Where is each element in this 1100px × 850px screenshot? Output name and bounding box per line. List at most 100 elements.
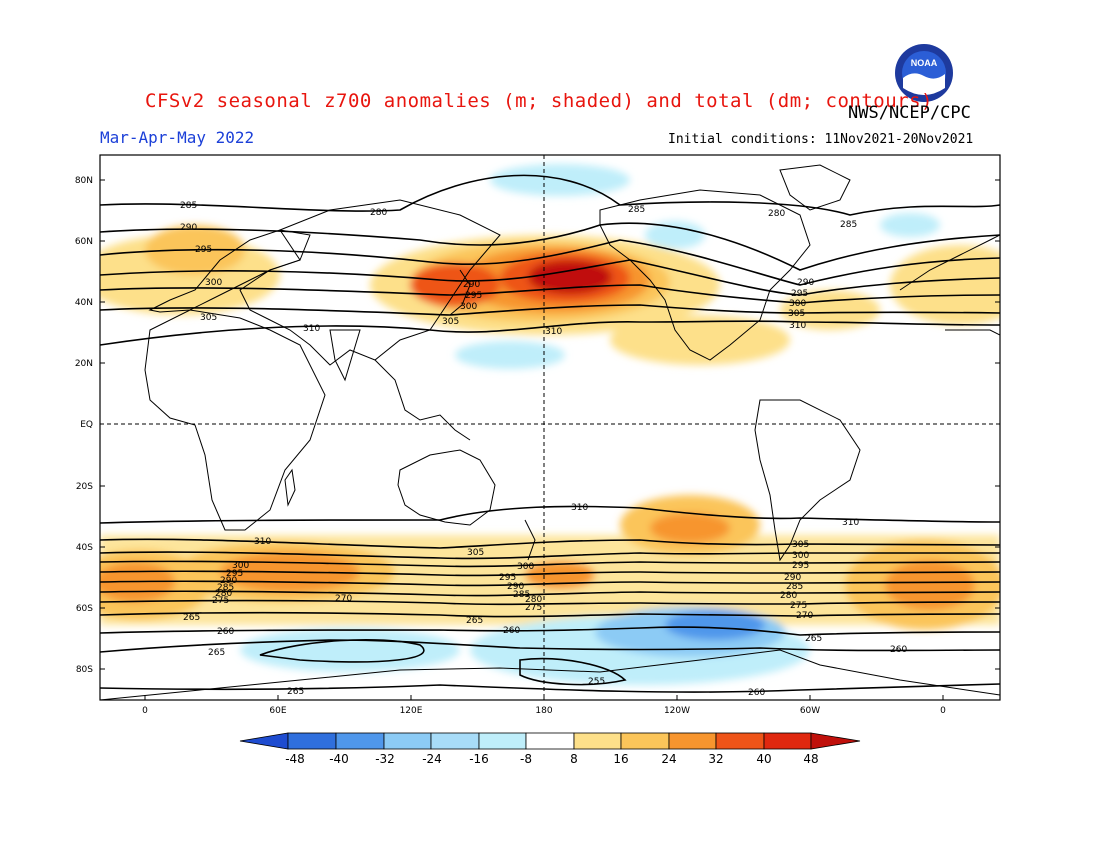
contour-label: 295 bbox=[792, 561, 809, 571]
agency-label: NWS/NCEP/CPC bbox=[848, 103, 971, 123]
contour-label: 260 bbox=[503, 626, 520, 636]
lat-tick-label: 60N bbox=[75, 237, 93, 247]
colorbar-swatch bbox=[430, 732, 480, 750]
lon-tick-label: 60W bbox=[800, 706, 820, 716]
contour-sh bbox=[100, 560, 1000, 568]
lat-tick-label: EQ bbox=[80, 420, 93, 430]
contour-label: 295 bbox=[791, 289, 808, 299]
contour-labels: 285 280 290 295 300 305 310 290 295 300 … bbox=[180, 201, 907, 698]
contour-nh bbox=[100, 239, 1000, 286]
lat-tick-label: 80S bbox=[76, 665, 93, 675]
anomaly-amundsen-core bbox=[665, 610, 765, 640]
contour-label: 265 bbox=[183, 613, 200, 623]
contour-label: 310 bbox=[842, 518, 859, 528]
lat-tick-label: 60S bbox=[76, 604, 93, 614]
coastline-southeast-asia bbox=[374, 359, 471, 441]
coastline-africa-east bbox=[945, 329, 1000, 336]
contour-label: 285 bbox=[786, 582, 803, 592]
contour-label: 305 bbox=[788, 309, 805, 319]
coastline-south-america bbox=[754, 399, 861, 562]
contour-label: 280 bbox=[780, 591, 797, 601]
contour-label: 280 bbox=[370, 208, 387, 218]
contour-nh bbox=[100, 320, 1000, 346]
lon-tick-label: 120W bbox=[664, 706, 690, 716]
contour-nh bbox=[100, 284, 1000, 304]
contour-label: 310 bbox=[254, 537, 271, 547]
lat-tick-label: 80N bbox=[75, 176, 93, 186]
coastline-africa bbox=[144, 309, 326, 531]
contour-label: 290 bbox=[797, 278, 814, 288]
coastline-greenland bbox=[779, 164, 851, 211]
contour-label: 305 bbox=[442, 317, 459, 327]
contour-label: 275 bbox=[525, 603, 542, 613]
colorbar-tick-label: -32 bbox=[375, 752, 395, 766]
contour-label: 265 bbox=[466, 616, 483, 626]
contour-label: 295 bbox=[465, 291, 482, 301]
lat-tick-label: 20N bbox=[75, 359, 93, 369]
anomaly-south-pacific bbox=[650, 513, 730, 543]
colorbar-tick-label: 32 bbox=[708, 752, 723, 766]
contour-label: 310 bbox=[545, 327, 562, 337]
coastline-india bbox=[329, 329, 361, 382]
contour-label: 265 bbox=[208, 648, 225, 658]
colorbar-swatch bbox=[383, 732, 432, 750]
colorbar-swatch bbox=[715, 732, 765, 750]
contour-polar bbox=[100, 683, 1000, 693]
colorbar-swatch bbox=[525, 732, 575, 750]
contour-nh bbox=[100, 259, 1000, 296]
longitude-axis: 0 60E 120E 180 120W 60W 0 bbox=[142, 695, 946, 716]
contour-label: 310 bbox=[571, 503, 588, 513]
contour-label: 295 bbox=[195, 245, 212, 255]
lon-tick-label: 60E bbox=[269, 706, 286, 716]
contour-sh bbox=[100, 580, 1000, 587]
coastline-antarctica bbox=[100, 649, 1000, 700]
contour-sh bbox=[100, 639, 1000, 653]
contour-label: 285 bbox=[217, 583, 234, 593]
initial-conditions-label: Initial conditions: 11Nov2021-20Nov2021 bbox=[668, 132, 974, 147]
colorbar-swatch bbox=[668, 732, 717, 750]
lon-tick-label: 180 bbox=[535, 706, 552, 716]
contour-sh bbox=[100, 599, 1000, 606]
noaa-logo-text: NOAA bbox=[911, 58, 938, 68]
anomaly-antarctic-negative bbox=[240, 628, 460, 672]
contour-sh bbox=[100, 611, 1000, 618]
contour-label: 305 bbox=[467, 548, 484, 558]
contour-label: 300 bbox=[789, 299, 806, 309]
noaa-logo: NOAA bbox=[895, 44, 953, 102]
anomaly-northwest-pacific bbox=[410, 263, 500, 307]
contour-label: 295 bbox=[226, 569, 243, 579]
contour-label: 265 bbox=[287, 687, 304, 697]
page-title: CFSv2 seasonal z700 anomalies (m; shaded… bbox=[145, 90, 933, 112]
contour-low bbox=[259, 639, 425, 663]
colorbar-ticks: -48 -40 -32 -24 -16 -8 8 16 24 32 40 48 bbox=[285, 752, 818, 766]
contour-label: 290 bbox=[220, 576, 237, 586]
contour-label: 270 bbox=[796, 611, 813, 621]
contour-label: 285 bbox=[840, 220, 857, 230]
anomaly-north-pacific-core bbox=[528, 260, 612, 294]
contour-label: 260 bbox=[748, 688, 765, 698]
contour-label: 255 bbox=[588, 677, 605, 687]
lon-tick-label: 0 bbox=[940, 706, 946, 716]
contour-sh bbox=[100, 626, 1000, 636]
contour-label: 295 bbox=[499, 573, 516, 583]
contour-label: 275 bbox=[790, 601, 807, 611]
coastline-europe-east bbox=[899, 234, 1000, 291]
anomaly-greenland-negative bbox=[880, 213, 940, 237]
lat-tick-label: 20S bbox=[76, 482, 93, 492]
contour-label: 290 bbox=[463, 280, 480, 290]
anomaly-subtropical-pacific bbox=[610, 315, 790, 365]
contour-label: 275 bbox=[212, 596, 229, 606]
total-height-contours bbox=[100, 174, 1000, 693]
contour-label: 300 bbox=[517, 562, 534, 572]
colorbar-tick-label: -48 bbox=[285, 752, 305, 766]
coastline-australia bbox=[397, 449, 496, 526]
contour-sh bbox=[100, 538, 1000, 549]
contour-label: 300 bbox=[232, 561, 249, 571]
contour-label: 280 bbox=[525, 595, 542, 605]
contour-label: 305 bbox=[200, 313, 217, 323]
contour-label: 290 bbox=[507, 582, 524, 592]
colorbar-arrow-low bbox=[239, 732, 289, 750]
contour-label: 300 bbox=[205, 278, 222, 288]
contour-low bbox=[519, 657, 627, 686]
